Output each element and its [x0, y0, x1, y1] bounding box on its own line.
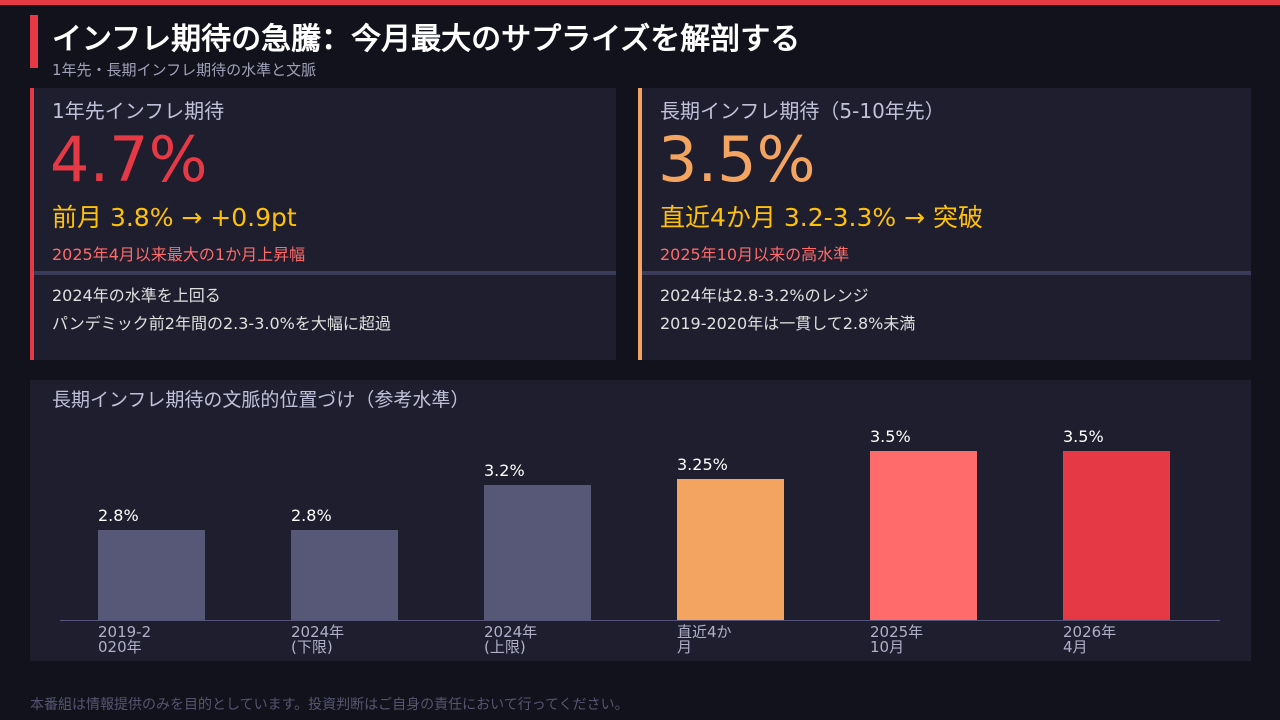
- card-note: 2025年4月以来最大の1か月上昇幅: [52, 245, 306, 264]
- card: 長期インフレ期待（5-10年先） 3.5% 直近4か月 3.2-3.3% → 突…: [638, 88, 1251, 360]
- value-label: 3.2%: [484, 461, 525, 480]
- x-tick-label: 直近4か月: [677, 623, 732, 656]
- footer: 本番組は情報提供のみを目的としています。投資判断はご自身の責任において行ってくだ…: [30, 697, 629, 713]
- top-bar: [0, 0, 1280, 5]
- bar: [98, 530, 205, 620]
- value-label: 3.25%: [677, 455, 728, 475]
- value-label: 2.8%: [98, 506, 139, 525]
- card-label: 長期インフレ期待（5-10年先）: [660, 99, 945, 123]
- value-label: 2.8%: [291, 506, 332, 525]
- card-value: 4.7%: [50, 123, 208, 196]
- card-top: [30, 88, 616, 275]
- card-accent: [638, 88, 642, 360]
- x-tick-label: 2026年4月: [1063, 623, 1117, 656]
- card-change: 前月 3.8% → +0.9pt: [52, 203, 297, 232]
- bar: [677, 479, 784, 620]
- x-axis: [60, 620, 1220, 621]
- subtitle: 1年先・長期インフレ期待の水準と文脈: [52, 61, 317, 79]
- card-value: 3.5%: [658, 123, 816, 196]
- bar: [291, 530, 398, 620]
- chart-title: 長期インフレ期待の文脈的位置づけ（参考水準）: [52, 389, 470, 411]
- x-tick-label: 2024年(下限): [291, 623, 345, 656]
- title-accent: [30, 15, 38, 68]
- card-change: 直近4か月 3.2-3.3% → 突破: [660, 203, 983, 232]
- chart-panel: 長期インフレ期待の文脈的位置づけ（参考水準） 2.8% 2019-2020年 2.8…: [30, 380, 1251, 661]
- card-note: 2025年10月以来の高水準: [660, 245, 850, 264]
- card-label: 1年先インフレ期待: [52, 99, 225, 123]
- bar: [870, 451, 977, 620]
- card-top: [638, 88, 1251, 275]
- x-tick-label: 2024年(上限): [484, 623, 538, 656]
- title: インフレ期待の急騰：今月最大のサプライズを解剖する: [52, 22, 801, 57]
- card-detail: 2024年の水準を上回る: [52, 286, 221, 305]
- value-label: 3.5%: [870, 427, 911, 447]
- card-detail: パンデミック前2年間の2.3-3.0%を大幅に超過: [52, 314, 391, 333]
- card-accent: [30, 88, 34, 360]
- card-detail: 2024年は2.8-3.2%のレンジ: [660, 286, 869, 305]
- value-label: 3.5%: [1063, 427, 1104, 447]
- card-detail: 2019-2020年は一貫して2.8%未満: [660, 314, 916, 333]
- x-tick-label: 2025年10月: [870, 623, 924, 656]
- card: 1年先インフレ期待 4.7% 前月 3.8% → +0.9pt 2025年4月以…: [30, 88, 616, 360]
- x-tick-label: 2019-2020年: [98, 623, 152, 656]
- bar: [484, 485, 591, 620]
- bar: [1063, 451, 1170, 620]
